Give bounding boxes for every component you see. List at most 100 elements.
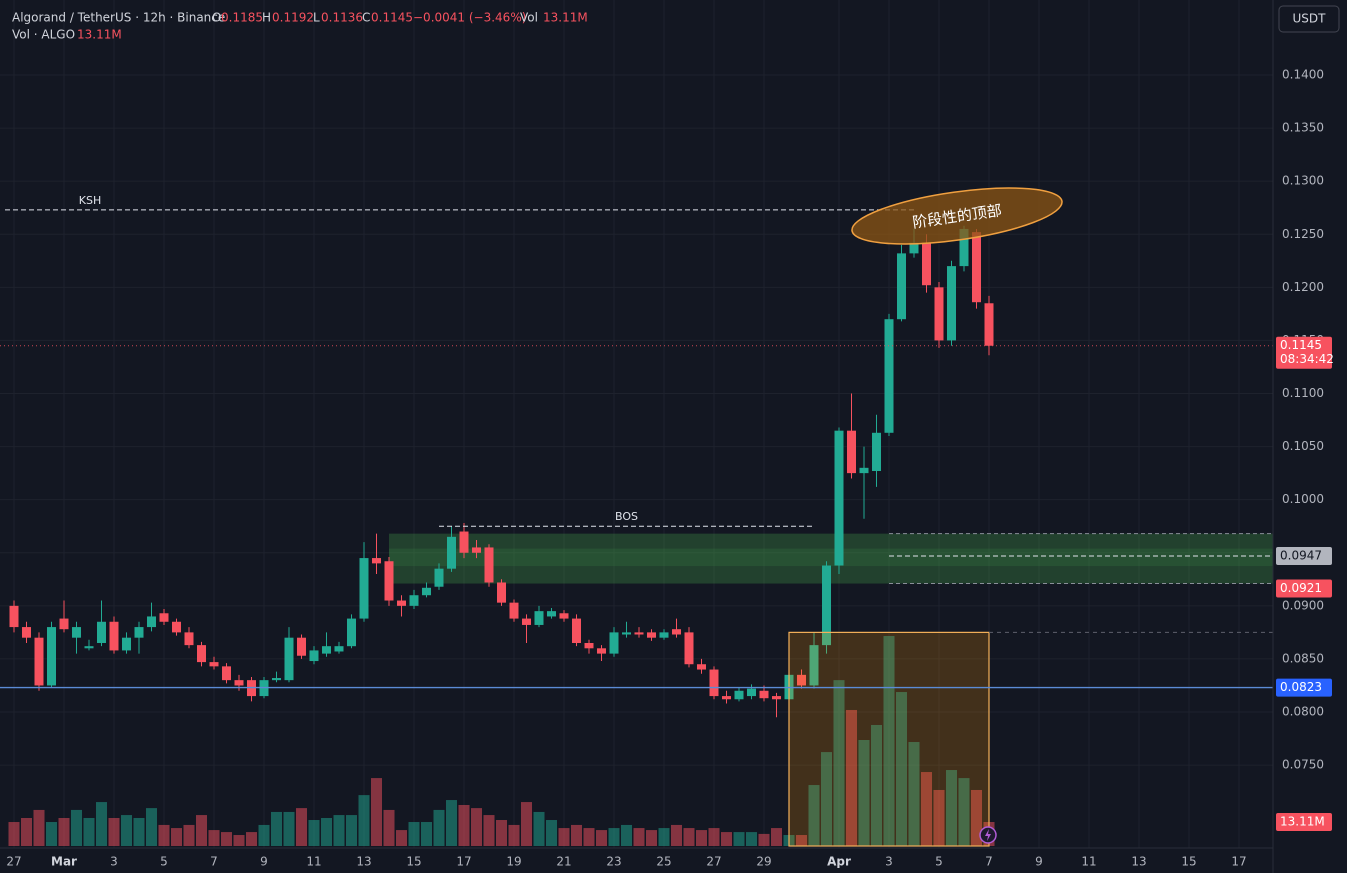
low-label: L [313, 11, 320, 25]
volume-bar [171, 828, 182, 846]
change-value: −0.0041 (−3.46%) [413, 11, 526, 25]
candle-body [159, 613, 169, 622]
candle-body [384, 561, 394, 601]
x-tick-label: 29 [756, 855, 771, 869]
volume-legend: Vol · ALGO [12, 28, 75, 42]
x-tick-label: 5 [935, 855, 943, 869]
demand-zone-inner [389, 548, 1273, 567]
candle-body [659, 632, 669, 638]
open-value: 0.1185 [221, 11, 263, 25]
volume-bar [796, 835, 807, 846]
volume-bar [421, 822, 432, 846]
y-tick-label: 0.0800 [1282, 705, 1324, 719]
volume-bar [433, 809, 445, 846]
volume-bar [833, 680, 845, 846]
y-tick-label: 0.0850 [1282, 651, 1324, 665]
volume-bar [271, 811, 282, 846]
candle-body [847, 430, 856, 474]
y-tick-label: 0.1000 [1282, 492, 1324, 506]
candle-body [984, 303, 994, 346]
candle-body [709, 669, 719, 697]
bos-label: BOS [615, 510, 638, 523]
volume-bar [821, 752, 832, 846]
y-tick-label: 0.1100 [1282, 386, 1324, 400]
candle-body [272, 678, 281, 681]
volume-bar [183, 824, 195, 846]
volume-bar [596, 830, 607, 846]
volume-bar [946, 770, 957, 846]
x-tick-label: 17 [1231, 855, 1246, 869]
volume-bar [471, 808, 482, 846]
candle-body [759, 690, 769, 699]
x-tick-label: Apr [827, 855, 851, 869]
volume-bar [458, 804, 470, 846]
candle-body [322, 646, 331, 654]
volume-label: Vol [520, 11, 538, 25]
volume-bar [608, 828, 620, 846]
volume-bar [246, 832, 257, 846]
volume-bar [83, 817, 95, 846]
volume-bar [133, 817, 145, 846]
volume-bar [883, 636, 895, 846]
y-tick-label: 0.1350 [1282, 121, 1324, 135]
y-tick-label: 0.1300 [1282, 174, 1324, 188]
support-tag: 0.0823 [1280, 680, 1322, 694]
candle-body [284, 637, 294, 681]
volume-bar [321, 817, 332, 846]
volume-bar [396, 830, 407, 846]
volume-bar [296, 808, 307, 846]
candle-body [959, 228, 969, 267]
alert-bolt[interactable] [985, 829, 991, 841]
symbol: Algorand / TetherUS · 12h · Binance [12, 11, 225, 25]
volume-tag: 13.11M [1280, 815, 1325, 829]
volume-bar [908, 742, 920, 846]
volume-tag-box [1276, 813, 1332, 831]
candle-body [722, 696, 731, 700]
level-tag: 0.0947 [1280, 548, 1322, 562]
y-tick-label: 0.1200 [1282, 280, 1324, 294]
candle-body [459, 531, 469, 553]
candle-body [347, 618, 356, 647]
candle-body [334, 646, 344, 652]
candle-body [647, 632, 656, 638]
candle-body [9, 605, 19, 628]
x-tick-label: 3 [885, 855, 893, 869]
currency-label[interactable]: USDT [1293, 12, 1327, 26]
x-tick-label: 11 [306, 855, 321, 869]
volume-pane [8, 636, 995, 846]
volume-bar [96, 802, 107, 846]
support-tag-box [1276, 678, 1332, 697]
currency-button-box[interactable] [1278, 5, 1340, 33]
x-tick-label: 23 [606, 855, 621, 869]
volume-bar [758, 833, 770, 846]
candle-body [434, 568, 444, 587]
candle-body [184, 632, 194, 646]
volume-bar [533, 811, 545, 846]
currency-button[interactable]: USDT [1278, 5, 1340, 33]
candle-body [884, 319, 894, 433]
candle-body [472, 547, 481, 553]
zone-tag-box [1276, 579, 1332, 598]
candle-body [209, 662, 219, 667]
candle-body [872, 432, 881, 472]
candle-body [47, 627, 56, 686]
x-tick-label: 27 [6, 855, 21, 869]
alert-icon[interactable] [979, 826, 997, 844]
candle-body [697, 664, 706, 670]
candle-body [309, 650, 319, 662]
x-tick-label: 15 [406, 855, 421, 869]
candle-body [359, 558, 369, 619]
x-tick-label: 13 [356, 855, 371, 869]
volume-legend-value: 13.11M [77, 28, 122, 42]
candle-body [747, 688, 756, 697]
candle-body [559, 613, 569, 619]
candle-body [934, 287, 944, 341]
volume-bar [146, 808, 157, 846]
volume-bar [383, 809, 395, 846]
low-value: 0.1136 [321, 11, 363, 25]
x-tick-label: 27 [706, 855, 721, 869]
grid [0, 0, 1273, 848]
y-tick-label: 0.0900 [1282, 598, 1324, 612]
high-value: 0.1192 [272, 11, 314, 25]
